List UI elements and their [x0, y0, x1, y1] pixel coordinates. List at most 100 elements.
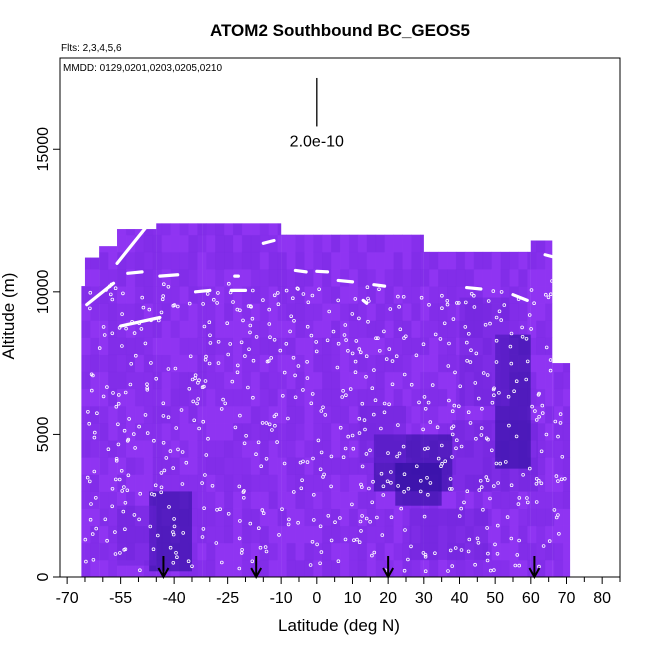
field-cell [340, 251, 350, 270]
field-cell [322, 508, 332, 527]
sample-point [97, 346, 102, 350]
field-cell [393, 223, 403, 236]
field-cell [464, 371, 475, 390]
field-cell [357, 234, 368, 253]
sample-point [357, 431, 362, 435]
sample-point [123, 500, 128, 505]
sample-point [494, 360, 499, 364]
sample-point [106, 447, 111, 452]
field-cell [473, 508, 484, 527]
field-cell [215, 286, 225, 304]
sample-point [301, 459, 305, 464]
field-cell [536, 491, 546, 510]
field-cell [224, 542, 234, 561]
sample-point [490, 400, 495, 405]
field-cell [393, 559, 403, 578]
field-cell [375, 337, 386, 356]
sample-point [88, 479, 92, 484]
field-cell [340, 286, 350, 304]
field-cell [152, 223, 163, 236]
field-cell [527, 251, 537, 270]
y-tick-label: 10000 [35, 269, 52, 314]
field-cell [482, 440, 493, 458]
sample-point [422, 514, 427, 519]
field-cell [241, 388, 252, 407]
field-cell [322, 474, 332, 492]
sample-point [409, 544, 413, 549]
field-cell [527, 491, 537, 510]
field-cell [509, 525, 519, 544]
sample-point [250, 559, 255, 564]
sample-point [227, 281, 231, 286]
field-cell [143, 337, 154, 356]
flight-track [126, 270, 144, 275]
sample-point [539, 449, 544, 454]
field-cell [545, 234, 555, 253]
field-cell [215, 303, 225, 321]
field-cell [527, 405, 537, 424]
sample-point [390, 382, 395, 387]
field-cell [527, 303, 537, 321]
field-cell [438, 337, 448, 356]
field-cell [331, 303, 341, 321]
sample-point [509, 361, 514, 366]
sample-point [137, 517, 141, 522]
sample-point [86, 409, 90, 414]
field-cell [304, 388, 314, 407]
sample-point [491, 484, 496, 488]
sample-point [399, 506, 404, 511]
field-cell [384, 423, 395, 441]
field-cell [90, 491, 100, 510]
sample-point [379, 426, 383, 431]
field-cell [509, 234, 519, 253]
sample-point [362, 418, 367, 422]
sample-point [161, 440, 166, 445]
sample-point [534, 500, 539, 504]
field-cell [143, 234, 154, 253]
field-cell [161, 303, 172, 321]
sample-point [299, 486, 304, 491]
field-cell [402, 405, 412, 424]
field-cell [393, 388, 403, 407]
field-cell [348, 508, 359, 527]
sample-point [464, 340, 469, 345]
field-cell [536, 525, 546, 544]
field-cell [215, 525, 225, 544]
sample-point [423, 552, 428, 557]
field-cell [500, 559, 510, 578]
field-cell [536, 303, 546, 321]
field-cell [509, 269, 519, 287]
sample-point [516, 502, 521, 506]
sample-point [206, 436, 210, 441]
sample-point [436, 456, 441, 461]
field-cell [562, 559, 571, 578]
field-cell [295, 337, 305, 356]
field-cell [170, 457, 180, 475]
field-cell [527, 559, 537, 578]
field-cell [81, 337, 91, 356]
field-cell [331, 388, 341, 407]
field-cell [241, 354, 252, 373]
field-cell [464, 474, 475, 492]
sample-point [418, 478, 423, 483]
field-cell [464, 423, 475, 441]
field-cell [152, 354, 163, 373]
field-cell [197, 423, 207, 441]
sample-point [462, 500, 466, 505]
field-cell [357, 371, 368, 390]
field-cell [134, 508, 145, 527]
field-cell [447, 269, 457, 287]
sample-point [341, 455, 346, 460]
field-cell [562, 508, 571, 527]
field-cell [357, 269, 368, 287]
field-cell [562, 457, 571, 475]
sample-point [187, 301, 192, 306]
field-cell [295, 320, 305, 338]
sample-point [340, 395, 345, 399]
field-cell [161, 234, 172, 253]
sample-point [309, 333, 314, 338]
field-cell [357, 525, 368, 544]
field-cell [366, 525, 377, 544]
field-cell [224, 251, 234, 270]
field-cell [250, 542, 261, 561]
